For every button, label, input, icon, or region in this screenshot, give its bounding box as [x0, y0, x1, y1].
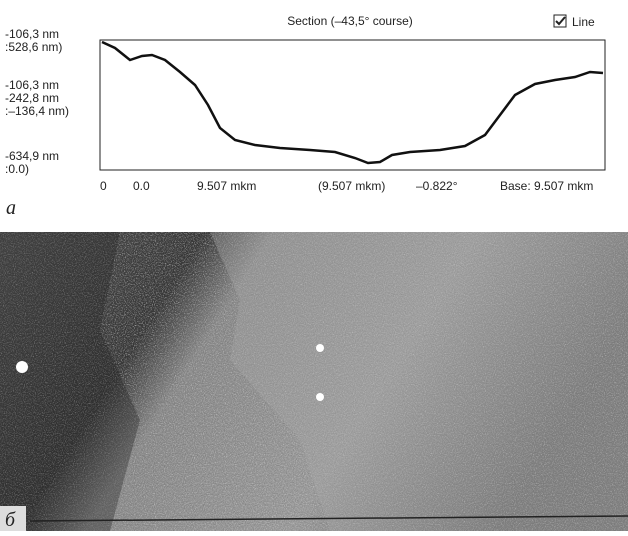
- y-label: -106,3 nm: [5, 27, 59, 41]
- bottom-labels: 0 0.0 9.507 mkm (9.507 mkm) –0.822° Base…: [100, 179, 593, 193]
- panel-label: а: [6, 197, 16, 219]
- x-label: 0.0: [133, 179, 150, 193]
- x-label: (9.507 mkm): [318, 179, 385, 193]
- y-label: -106,3 nm: [5, 78, 59, 92]
- marker: [316, 344, 324, 352]
- panel-a: Section (–43,5° course) Line -106,3 nm :…: [5, 14, 605, 219]
- y-label: :–136,4 nm): [5, 104, 69, 118]
- y-label: :0.0): [5, 162, 29, 176]
- panel-label: б: [5, 509, 16, 531]
- x-label: 0: [100, 179, 107, 193]
- x-label: 9.507 mkm: [197, 179, 256, 193]
- figure: Section (–43,5° course) Line -106,3 nm :…: [0, 0, 628, 531]
- panel-b: б: [0, 232, 628, 531]
- y-label: -242,8 nm: [5, 91, 59, 105]
- plot-box: [100, 40, 605, 170]
- left-labels: -106,3 nm :528,6 nm) -106,3 nm -242,8 nm…: [5, 27, 69, 176]
- checkbox-label: Line: [572, 15, 595, 29]
- marker: [16, 361, 28, 373]
- x-label: Base: 9.507 mkm: [500, 179, 593, 193]
- x-label: –0.822°: [416, 179, 458, 193]
- y-label: -634,9 nm: [5, 149, 59, 163]
- marker: [316, 393, 324, 401]
- y-label: :528,6 nm): [5, 40, 62, 54]
- section-title: Section (–43,5° course): [287, 14, 413, 28]
